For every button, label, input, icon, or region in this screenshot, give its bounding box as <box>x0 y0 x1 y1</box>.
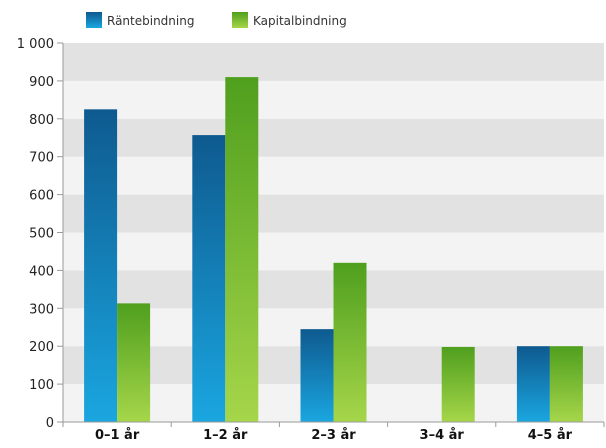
legend-label-1: Räntebindning <box>107 14 194 28</box>
bar-2-4 <box>441 346 475 422</box>
x-axis-ticks: 0–1 år 1–2 år 2–3 år 3–4 år 4–5 år <box>62 422 605 443</box>
x-tick-label: 4–5 år <box>528 428 573 443</box>
y-axis-ticks: 0 100 200 300 400 500 600 700 800 900 1 000 <box>17 37 63 431</box>
grid-band <box>63 118 604 157</box>
y-tick-label: 500 <box>29 227 54 242</box>
grid-band <box>63 80 604 119</box>
grid-band <box>63 194 604 233</box>
bar-1-2 <box>192 135 226 423</box>
legend-swatch-1 <box>86 12 102 28</box>
legend-label-2: Kapitalbindning <box>253 14 347 28</box>
grid-band <box>63 43 604 81</box>
y-tick-label: 100 <box>29 378 54 393</box>
bar-2-3 <box>333 262 367 422</box>
y-tick-label: 1 000 <box>17 37 54 52</box>
bar-2-2 <box>225 77 259 423</box>
grid-band <box>63 156 604 195</box>
bar-2-5 <box>549 346 583 422</box>
y-tick-label: 700 <box>29 151 54 166</box>
x-tick-label: 0–1 år <box>95 428 140 443</box>
x-tick-label: 1–2 år <box>203 428 248 443</box>
y-tick-label: 400 <box>29 264 54 279</box>
legend: Räntebindning Kapitalbindning <box>86 12 347 28</box>
bar-1-1 <box>84 109 118 422</box>
bar-1-5 <box>516 346 550 422</box>
y-tick-label: 800 <box>29 113 54 128</box>
x-tick-label: 3–4 år <box>420 428 465 443</box>
bar-group <box>84 77 583 423</box>
y-tick-label: 300 <box>29 302 54 317</box>
y-tick-label: 0 <box>46 416 54 431</box>
y-tick-label: 200 <box>29 340 54 355</box>
y-tick-label: 900 <box>29 75 54 90</box>
y-tick-label: 600 <box>29 189 54 204</box>
bar-2-1 <box>117 303 151 422</box>
x-tick-label: 2–3 år <box>311 428 356 443</box>
bar-1-3 <box>300 329 334 422</box>
legend-swatch-2 <box>232 12 248 28</box>
